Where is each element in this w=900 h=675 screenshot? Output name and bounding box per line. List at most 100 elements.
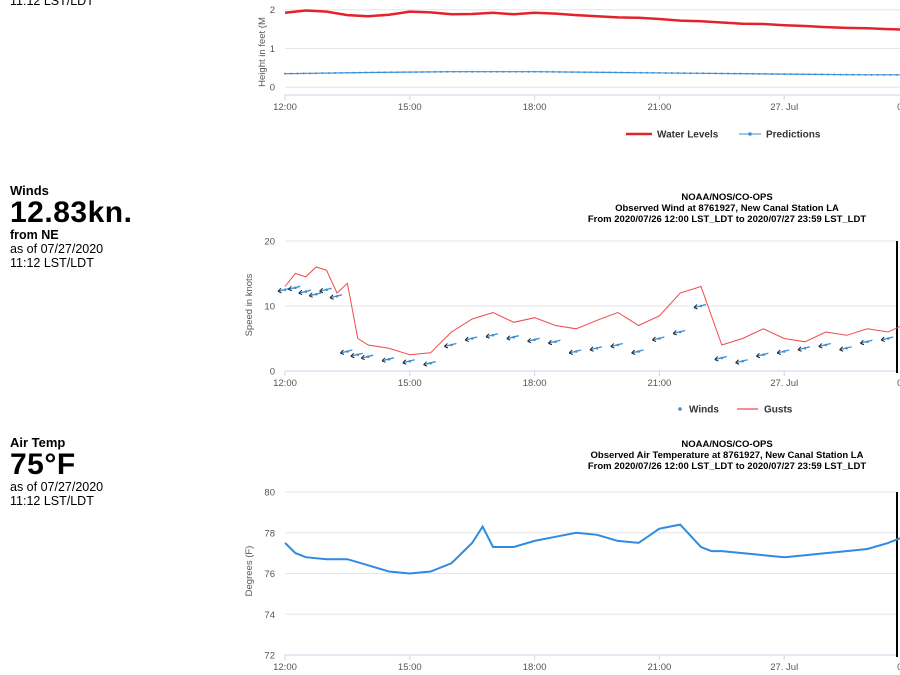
wind-point (554, 340, 557, 344)
prediction-point (539, 70, 542, 73)
water-levels-line (284, 9, 900, 31)
prediction-point (415, 71, 418, 74)
wind-xtick-label: 21:00 (648, 378, 672, 389)
prediction-point (471, 70, 474, 73)
winds-sidebar: Winds 12.83kn. from NE as of 07/27/2020 … (10, 183, 132, 270)
air-temp-xtick-label: 18:00 (523, 662, 547, 673)
wind-legend[interactable]: Winds Gusts (678, 405, 793, 416)
wind-arrowhead (308, 292, 313, 298)
wind-arrowhead (423, 361, 428, 367)
prediction-point (895, 73, 898, 76)
wind-arrowhead (735, 359, 740, 365)
water-level-xtick-label: 21:00 (648, 102, 672, 113)
wind-arrowhead (818, 343, 823, 349)
wind-ytick-label: 0 (270, 367, 275, 378)
prediction-point (727, 72, 730, 75)
air-temp-value: 75°F (10, 448, 76, 481)
water-level-ytick-label: 1 (270, 44, 275, 55)
air-temp-ytick-label: 72 (264, 651, 275, 662)
air-temp-xtick-label: 21:00 (648, 662, 672, 673)
prediction-point (764, 72, 767, 75)
prediction-point (645, 71, 648, 74)
legend-water-levels[interactable]: Water Levels (657, 130, 719, 141)
wind-arrowhead (672, 330, 677, 336)
legend-predictions[interactable]: Predictions (766, 130, 821, 141)
prediction-point (577, 71, 580, 74)
prediction-point (464, 70, 467, 73)
prediction-point (608, 71, 611, 74)
air-temp-chart-subtitle-1: Observed Air Temperature at 8761927, New… (591, 450, 864, 461)
prediction-point (290, 72, 293, 75)
legend-gusts[interactable]: Gusts (764, 405, 793, 416)
prediction-point (652, 71, 655, 74)
prediction-point (876, 73, 879, 76)
water-level-chart: Height in feet (M 0 1 2 12:00 15:00 18:00 21:… (257, 5, 900, 141)
wind-point (450, 343, 453, 347)
prediction-point (508, 70, 511, 73)
prediction-point (596, 71, 598, 74)
prediction-point (571, 71, 574, 74)
wind-point (699, 304, 703, 308)
wind-point (533, 338, 536, 342)
wind-arrowhead (288, 285, 293, 292)
air-temp-chart: NOAA/NOS/CO-OPS Observed Air Temperature… (244, 439, 900, 673)
wind-point (491, 333, 495, 337)
prediction-point (864, 73, 867, 76)
wind-chart-subtitle-2: From 2020/07/26 12:00 LST_LDT to 2020/07… (588, 214, 866, 225)
air-temp-chart-title: NOAA/NOS/CO-OPS (681, 439, 772, 450)
prediction-point (340, 71, 343, 74)
prediction-point (670, 72, 673, 75)
prediction-point (664, 71, 667, 74)
wind-arrowhead (381, 357, 386, 363)
wind-point (845, 346, 848, 350)
prediction-point (795, 73, 798, 76)
wind-arrowhead (506, 335, 511, 341)
prediction-point (789, 73, 792, 76)
prediction-point (527, 70, 530, 73)
winds-time: 11:12 LST/LDT (10, 256, 94, 270)
wind-arrowhead (319, 287, 324, 294)
prediction-point (358, 71, 361, 74)
air-temp-sidebar: Air Temp 75°F as of 07/27/2020 11:12 LST… (10, 435, 103, 508)
prediction-point (839, 73, 842, 76)
wind-xtick-label: 18:00 (523, 378, 547, 389)
prediction-point (639, 71, 642, 74)
wind-xtick-label: 15:00 (398, 378, 422, 389)
wind-xtick-label: 12:00 (273, 378, 297, 389)
wind-point (886, 337, 890, 340)
prediction-point (883, 73, 886, 76)
prediction-point (564, 71, 567, 74)
wind-arrowhead (860, 339, 865, 346)
prediction-point (390, 71, 393, 74)
wind-point (741, 359, 744, 363)
wind-arrowhead (548, 339, 553, 346)
wind-point (616, 343, 620, 347)
wind-point (346, 350, 349, 353)
prediction-point (533, 70, 536, 73)
prediction-point (733, 72, 736, 75)
wind-point (283, 288, 287, 292)
water-level-xtick-label: 15:00 (398, 102, 422, 113)
legend-winds[interactable]: Winds (689, 405, 719, 416)
prediction-point (315, 72, 318, 75)
water-level-xtick-label: 12:00 (273, 102, 297, 113)
gusts-line (284, 266, 900, 356)
prediction-point (833, 73, 836, 76)
wind-ytick-label: 20 (264, 237, 275, 248)
wind-arrowhead (797, 346, 802, 352)
winds-value: 12.83kn. (10, 196, 133, 229)
prediction-point (302, 72, 305, 75)
wind-point (304, 290, 308, 294)
prediction-point (365, 71, 368, 74)
prediction-point (421, 71, 424, 74)
water-level-legend[interactable]: Water Levels Predictions (626, 130, 821, 141)
prediction-point (658, 71, 661, 74)
prediction-point (602, 71, 605, 74)
wind-point (366, 355, 370, 359)
wind-arrowhead (714, 356, 719, 362)
wind-arrowhead (693, 304, 698, 310)
prediction-point (377, 71, 380, 74)
prediction-point (808, 73, 811, 76)
prediction-point (352, 71, 355, 74)
